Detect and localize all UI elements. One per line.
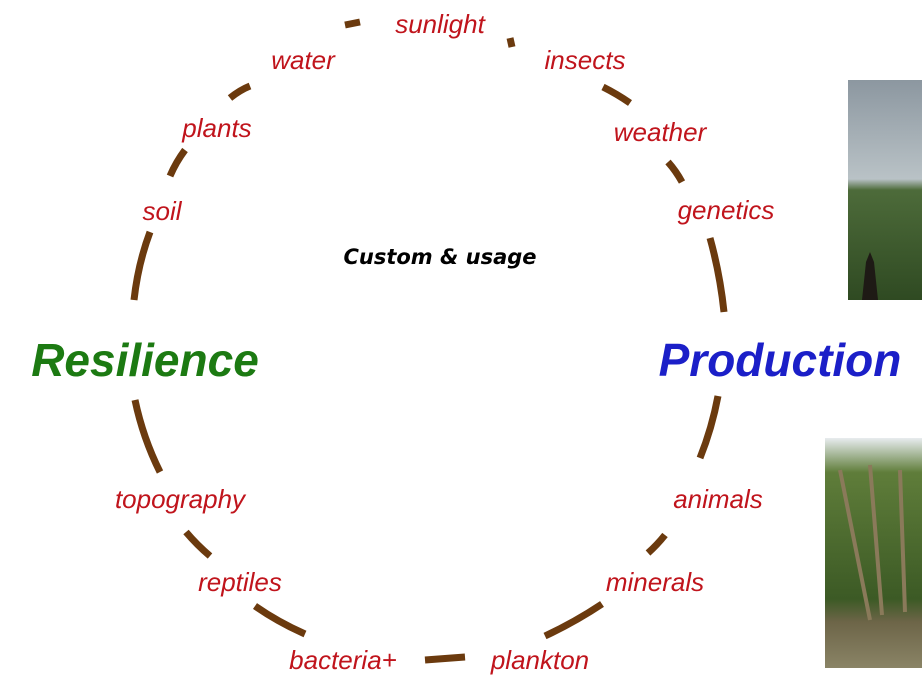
center-label: Custom & usage <box>343 245 536 269</box>
segment <box>424 653 466 664</box>
segment <box>253 603 307 638</box>
segment <box>665 159 686 184</box>
factor: genetics <box>678 195 775 225</box>
photos <box>825 80 922 668</box>
segment <box>645 532 668 556</box>
factor: bacteria+ <box>289 645 397 675</box>
cycle-segments <box>130 18 728 664</box>
segment <box>696 395 722 460</box>
factor: insects <box>545 45 626 75</box>
segment <box>166 147 188 178</box>
factor: soil <box>142 196 182 226</box>
segment <box>543 601 604 640</box>
factor: sunlight <box>395 9 486 39</box>
palm-trunks <box>838 464 907 621</box>
segment <box>131 399 164 474</box>
field-photo <box>848 80 922 300</box>
factor: topography <box>115 484 247 514</box>
segment <box>344 18 361 29</box>
factor: plants <box>181 113 251 143</box>
left-label: Resilience <box>31 334 259 386</box>
factor: weather <box>614 117 708 147</box>
factor: minerals <box>606 567 704 597</box>
segment <box>183 529 213 559</box>
person <box>862 252 878 300</box>
factor: animals <box>673 484 763 514</box>
segment <box>601 83 632 106</box>
factor: plankton <box>490 645 589 675</box>
segment <box>130 230 154 301</box>
segment <box>506 37 516 48</box>
segment <box>706 237 728 313</box>
factor: water <box>271 45 336 75</box>
segment <box>227 82 252 101</box>
right-label: Production <box>659 334 902 386</box>
factor: reptiles <box>198 567 282 597</box>
